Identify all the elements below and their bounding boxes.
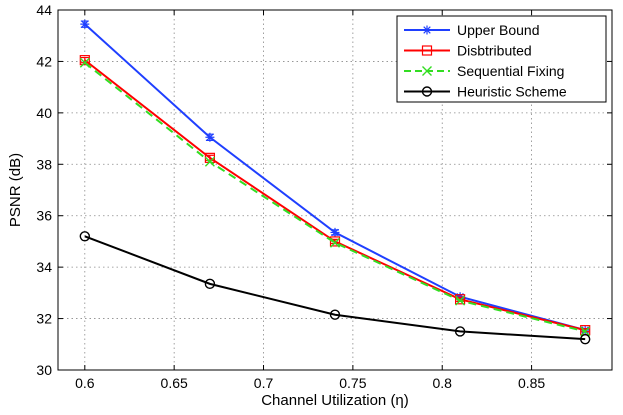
- x-tick-label: 0.6: [75, 375, 95, 391]
- data-point-heuristic-scheme: [204, 278, 216, 290]
- data-point-sequential-fixing: [79, 57, 90, 68]
- legend-entry-sequential-fixing: Sequential Fixing: [404, 63, 564, 79]
- data-point-upper-bound: [330, 227, 340, 237]
- y-axis-label: PSNR (dB): [7, 153, 24, 227]
- data-point-upper-bound: [205, 132, 215, 142]
- x-tick-label: 0.8: [432, 375, 452, 391]
- legend-marker-upper-bound: [422, 25, 432, 35]
- legend-entry-upper-bound: Upper Bound: [404, 22, 540, 38]
- legend-marker-heuristic-scheme: [421, 86, 433, 97]
- y-tick-label: 36: [36, 208, 52, 224]
- legend-label-disbtributed: Disbtributed: [457, 43, 532, 59]
- x-axis-label: Channel Utilization (η): [261, 392, 409, 409]
- legend-label-upper-bound: Upper Bound: [457, 22, 540, 38]
- series-lines: [79, 19, 591, 345]
- data-point-sequential-fixing: [455, 295, 466, 306]
- plot-frame: [57, 9, 613, 371]
- y-tick-label: 32: [36, 311, 52, 327]
- series-line-sequential-fixing: [84, 61, 586, 333]
- data-point-disbtributed: [329, 236, 341, 247]
- x-tick-label: 0.75: [339, 375, 366, 391]
- data-point-sequential-fixing: [330, 237, 340, 248]
- legend-entry-disbtributed: Disbtributed: [404, 43, 532, 59]
- legend-marker-disbtributed: [421, 45, 433, 56]
- y-tick-label: 42: [36, 53, 52, 69]
- axis-ticks: 0.6 0.65 0.7 0.75 0.8 0.85 30 32 34 36 38 40 42 44: [36, 2, 612, 391]
- data-point-sequential-fixing: [204, 156, 215, 167]
- x-tick-label: 0.65: [161, 375, 188, 391]
- data-point-sequential-fixing: [580, 326, 591, 337]
- legend-entry-heuristic-scheme: Heuristic Scheme: [404, 84, 567, 100]
- series-sequential-fixing: [79, 57, 591, 337]
- data-point-upper-bound: [80, 19, 90, 29]
- x-tick-label: 0.7: [254, 375, 274, 391]
- y-tick-label: 34: [36, 259, 52, 275]
- series-line-heuristic-scheme: [84, 235, 586, 341]
- y-tick-label: 44: [36, 2, 52, 18]
- y-tick-label: 40: [36, 105, 52, 121]
- data-point-disbtributed: [454, 294, 466, 305]
- legend-marker-sequential-fixing: [422, 66, 432, 76]
- series-heuristic-scheme: [79, 231, 591, 345]
- data-point-heuristic-scheme: [454, 326, 466, 337]
- data-point-heuristic-scheme: [329, 309, 341, 320]
- legend: Upper Bound Disbtributed Sequential Fixing…: [396, 15, 607, 103]
- data-point-heuristic-scheme: [79, 231, 91, 242]
- legend-label-sequential-fixing: Sequential Fixing: [457, 63, 564, 79]
- data-point-heuristic-scheme: [579, 333, 591, 345]
- legend-label-heuristic-scheme: Heuristic Scheme: [457, 84, 567, 100]
- x-tick-label: 0.85: [518, 375, 545, 391]
- data-point-disbtributed: [79, 55, 90, 66]
- y-tick-label: 38: [36, 156, 52, 172]
- y-tick-label: 30: [36, 362, 52, 378]
